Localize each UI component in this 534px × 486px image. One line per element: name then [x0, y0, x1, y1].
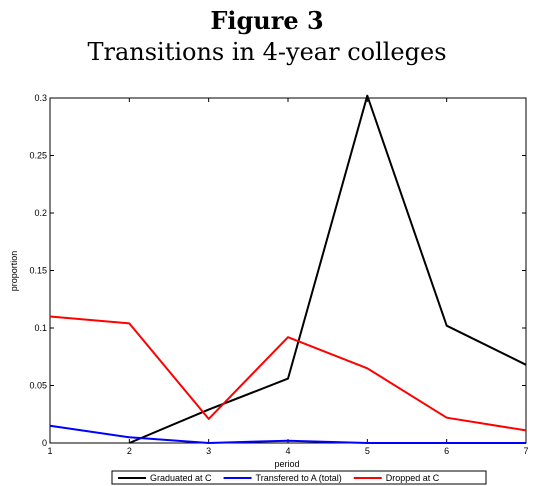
- legend-entry: Dropped at C: [386, 473, 440, 483]
- series-line-dropped-at-c: [49, 315, 527, 432]
- y-tick-label: 0: [42, 438, 47, 448]
- series-line-transfered-to-a-total: [49, 424, 526, 444]
- x-tick-label: 4: [285, 446, 290, 456]
- y-tick-label: 0.15: [29, 266, 47, 276]
- x-tick-label: 2: [127, 446, 132, 456]
- y-tick-label: 0.05: [29, 381, 47, 391]
- x-tick-label: 6: [444, 446, 449, 456]
- x-tick-label: 5: [365, 446, 370, 456]
- legend-box: [111, 470, 487, 485]
- x-tick-label: 7: [523, 446, 528, 456]
- x-axis-label: period: [274, 459, 299, 469]
- y-axis-label: proportion: [9, 251, 19, 292]
- y-tick-label: 0.25: [29, 151, 47, 161]
- series-line-graduated-at-c: [128, 94, 527, 444]
- y-tick-label: 0.3: [34, 93, 47, 103]
- legend: Graduated at C Transfered to A (total) Dro…: [111, 470, 487, 485]
- x-tick-label: 3: [206, 446, 211, 456]
- legend-entry: Transfered to A (total): [256, 473, 342, 483]
- figure-caption: Transitions in 4-year colleges: [87, 38, 447, 66]
- plot-frame: [49, 97, 527, 444]
- x-tick-label: 1: [47, 446, 52, 456]
- y-tick-label: 0.2: [34, 208, 47, 218]
- axes: 1 2 3 4 5 6 7 0 0.05 0.1 0.15 0.2 0.25 0.3: [29, 93, 528, 456]
- series-lines: [49, 94, 527, 444]
- y-tick-label: 0.1: [34, 323, 47, 333]
- figure-label: Figure 3: [210, 6, 324, 35]
- legend-entry: Graduated at C: [150, 473, 212, 483]
